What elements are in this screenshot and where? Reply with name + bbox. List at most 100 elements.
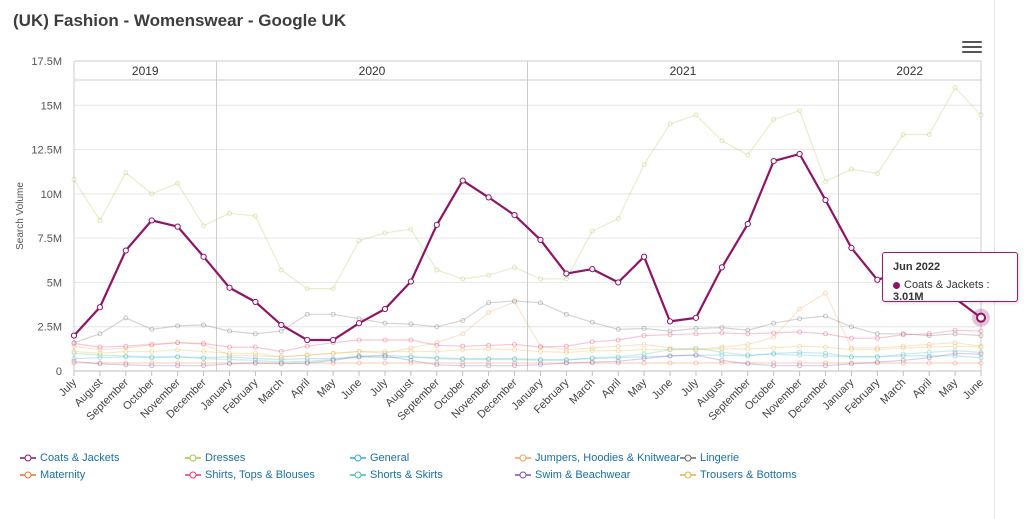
data-point bbox=[226, 352, 232, 358]
data-point bbox=[900, 353, 906, 359]
data-point bbox=[71, 340, 77, 346]
legend-item[interactable]: Jumpers, Hoodies & Knitwear bbox=[515, 452, 680, 464]
data-point bbox=[434, 342, 440, 348]
data-point bbox=[123, 170, 129, 176]
x-tick-label: May bbox=[626, 376, 650, 400]
data-point bbox=[71, 177, 77, 183]
series-trousers-bottoms bbox=[71, 343, 984, 360]
data-point bbox=[823, 344, 829, 350]
data-point bbox=[252, 360, 258, 366]
data-point bbox=[926, 349, 932, 355]
data-point bbox=[460, 356, 466, 362]
data-point bbox=[952, 348, 958, 354]
data-point bbox=[226, 210, 232, 216]
data-point bbox=[771, 360, 777, 366]
data-point bbox=[641, 162, 647, 168]
data-point bbox=[330, 336, 337, 344]
data-point bbox=[537, 343, 543, 349]
x-tick-label: July bbox=[679, 376, 702, 399]
data-point bbox=[278, 359, 284, 365]
data-point bbox=[641, 341, 647, 347]
data-point bbox=[123, 360, 129, 366]
data-point bbox=[771, 334, 777, 340]
data-point bbox=[667, 328, 673, 334]
x-tick-label: March bbox=[878, 377, 908, 407]
data-point bbox=[693, 360, 699, 366]
data-point bbox=[226, 361, 232, 367]
data-point bbox=[175, 323, 181, 329]
data-point bbox=[304, 311, 310, 317]
data-point bbox=[408, 321, 414, 327]
data-point bbox=[797, 108, 803, 114]
data-point bbox=[460, 331, 466, 337]
data-point bbox=[797, 360, 803, 366]
data-point bbox=[330, 311, 336, 317]
data-point bbox=[900, 345, 906, 351]
data-point bbox=[252, 360, 258, 366]
x-tick-label: July bbox=[368, 376, 391, 399]
series-line bbox=[73, 329, 982, 353]
data-point bbox=[97, 350, 103, 356]
x-tick-label: April bbox=[910, 377, 934, 401]
legend-item[interactable]: Shirts, Tops & Blouses bbox=[185, 469, 315, 481]
legend-item[interactable]: Lingerie bbox=[680, 452, 739, 464]
data-point bbox=[382, 230, 388, 236]
data-point bbox=[641, 351, 647, 357]
data-point bbox=[797, 363, 803, 369]
data-point bbox=[848, 324, 854, 330]
series-dresses bbox=[71, 85, 984, 292]
data-point bbox=[589, 359, 595, 365]
legend-symbol-icon bbox=[185, 471, 201, 479]
year-label: 2019 bbox=[132, 64, 159, 78]
y-tick-label: 15M bbox=[41, 100, 62, 112]
data-point bbox=[745, 327, 751, 333]
data-point bbox=[97, 331, 103, 337]
data-point bbox=[226, 284, 233, 291]
data-point bbox=[926, 344, 932, 350]
data-point bbox=[97, 361, 103, 367]
legend-item[interactable]: Shorts & Skirts bbox=[350, 469, 443, 481]
data-point bbox=[304, 336, 311, 344]
data-point bbox=[797, 329, 803, 335]
data-point bbox=[615, 354, 621, 360]
data-point bbox=[252, 331, 258, 337]
legend-item[interactable]: Maternity bbox=[20, 469, 85, 481]
data-point bbox=[563, 356, 569, 362]
data-point bbox=[641, 356, 647, 362]
data-point bbox=[408, 354, 414, 360]
legend-item[interactable]: Swim & Beachwear bbox=[515, 469, 630, 481]
data-point bbox=[848, 244, 855, 251]
data-point bbox=[486, 356, 492, 362]
legend-item[interactable]: General bbox=[350, 452, 409, 464]
legend-item[interactable]: Trousers & Bottoms bbox=[680, 469, 797, 481]
data-point bbox=[952, 340, 958, 346]
series-swim-beachwear bbox=[71, 350, 984, 369]
series-coats-jackets bbox=[70, 150, 990, 344]
data-point bbox=[97, 347, 103, 353]
data-point bbox=[149, 355, 155, 361]
data-point bbox=[278, 356, 284, 362]
hamburger-menu-icon[interactable] bbox=[962, 39, 982, 55]
data-point bbox=[952, 327, 958, 333]
data-point bbox=[382, 360, 388, 366]
data-point bbox=[615, 360, 621, 366]
data-point bbox=[797, 306, 803, 312]
data-point bbox=[900, 132, 906, 138]
data-point bbox=[123, 343, 129, 349]
data-point bbox=[900, 360, 906, 366]
data-point bbox=[252, 353, 258, 359]
data-point bbox=[123, 345, 129, 351]
data-point bbox=[304, 360, 310, 366]
data-point bbox=[693, 352, 699, 358]
y-tick-label: 17.5M bbox=[31, 56, 62, 68]
data-point bbox=[667, 121, 673, 127]
data-point bbox=[460, 356, 466, 362]
data-point bbox=[408, 337, 414, 343]
data-point bbox=[537, 344, 543, 350]
data-point bbox=[486, 310, 492, 316]
legend-item[interactable]: Dresses bbox=[185, 452, 245, 464]
data-point bbox=[226, 344, 232, 350]
legend-item[interactable]: Coats & Jackets bbox=[20, 452, 119, 464]
data-point bbox=[641, 325, 647, 331]
legend-label: Dresses bbox=[205, 452, 246, 464]
